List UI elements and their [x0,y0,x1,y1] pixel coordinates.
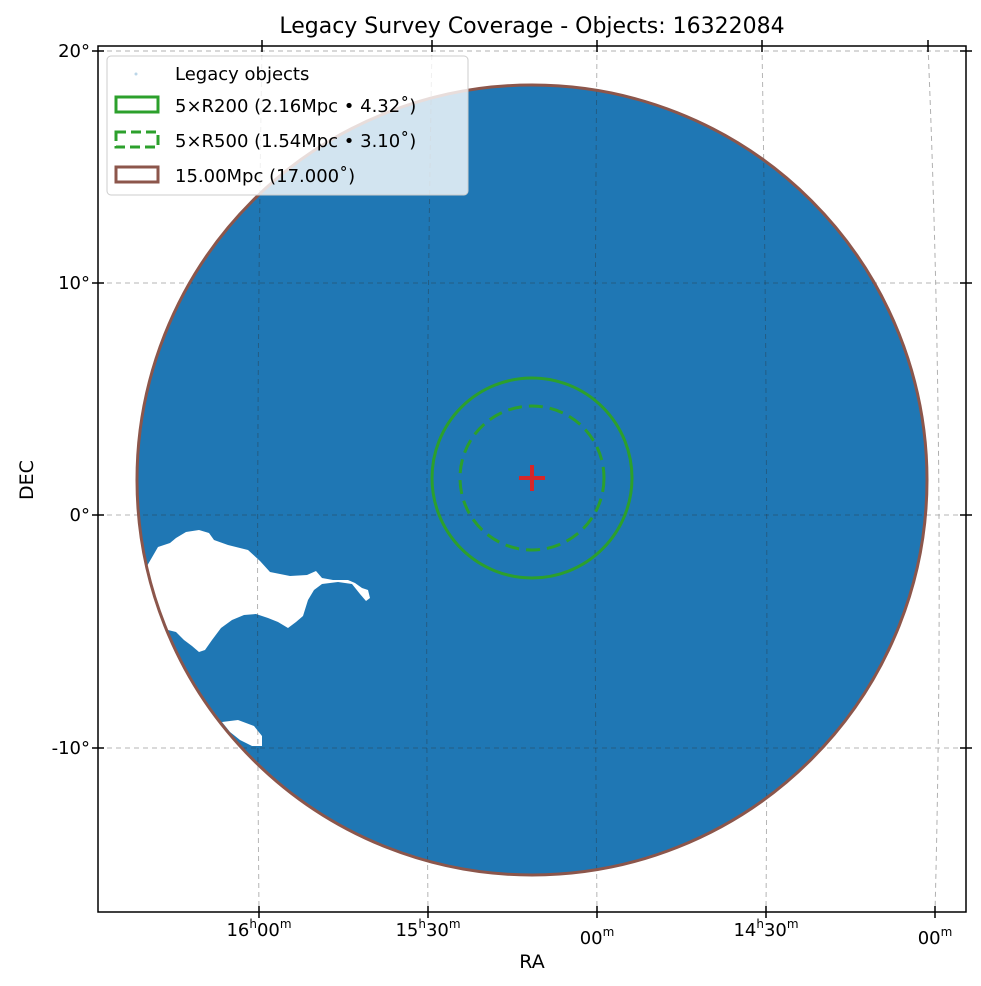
y-tick-label: 0° [70,505,90,526]
x-tick-label: 16h00m [226,917,291,941]
x-tick-label: 00m [918,925,953,949]
coverage-gap-main [147,530,370,652]
legend-label-r200: 5×R200 (2.16Mpc • 4.32˚) [175,96,416,117]
circle-5r500 [458,404,606,552]
circle-5r200 [430,376,634,580]
axis-ticks [92,40,972,918]
legend-marker-15mpc [114,165,160,184]
axes-frame [97,45,967,913]
legend-label-r500: 5×R500 (1.54Mpc • 3.10˚) [175,131,416,152]
legend-marker-r500 [114,130,160,149]
legend-marker-objects [134,72,138,76]
legend-label-15mpc: 15.00Mpc (17.000˚) [175,166,355,187]
y-tick-label: 10° [58,273,90,294]
y-tick-label: -10° [52,738,90,759]
circle-15mpc [135,83,929,877]
x-tick-label: 14h30m [733,917,798,941]
graticule [98,46,966,912]
chart-title: Legacy Survey Coverage - Objects: 163220… [279,14,784,39]
center-marker [519,465,545,491]
x-tick-label: 00m [580,925,615,949]
x-axis-label: RA [519,951,544,973]
coverage-gap-small [222,720,262,746]
legend: Legacy objects 5×R200 (2.16Mpc • 4.32˚) … [106,55,469,196]
x-tick-label: 15h30m [395,917,460,941]
y-tick-label: 20° [58,41,90,62]
legend-label-objects: Legacy objects [175,64,309,85]
y-axis-label: DEC [16,460,38,500]
legend-box [106,55,469,196]
legend-marker-r200 [114,95,160,114]
